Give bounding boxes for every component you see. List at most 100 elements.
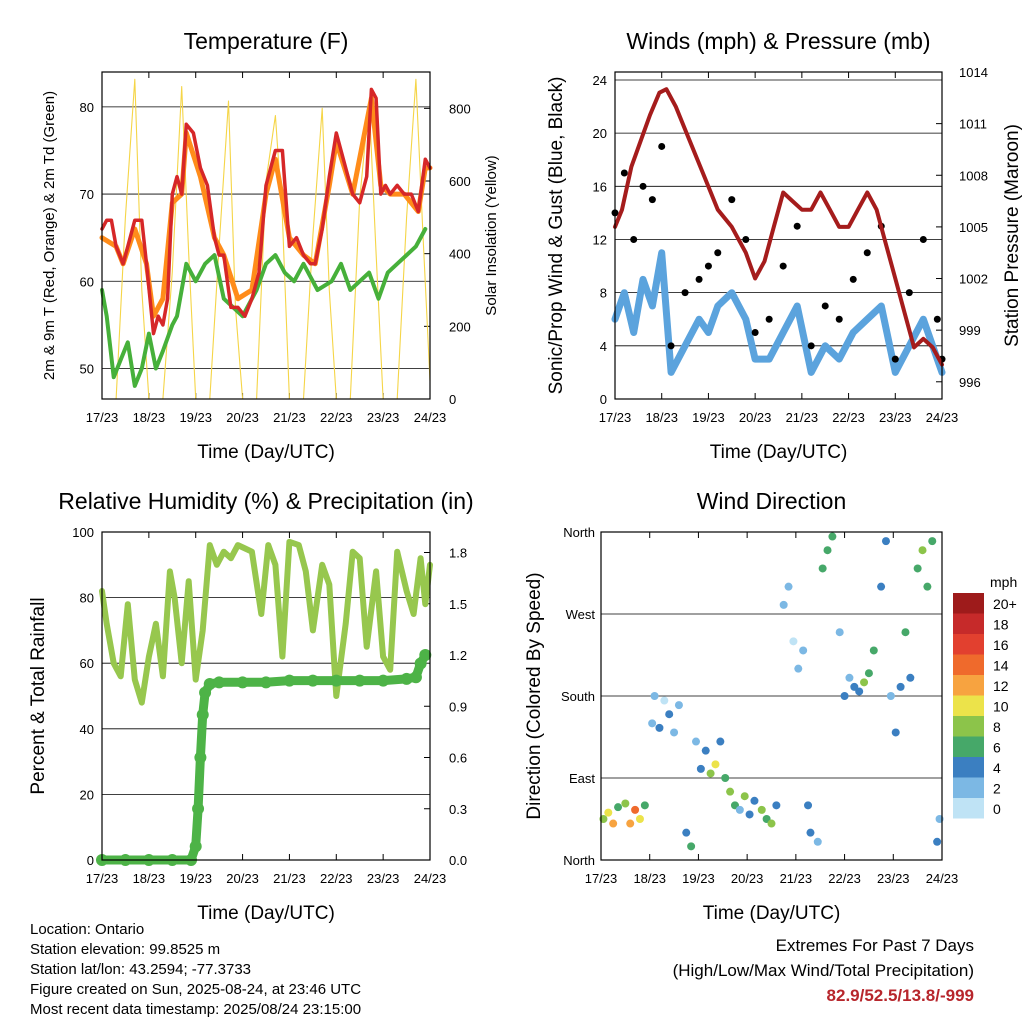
temp-xtick-label: 17/23 (86, 410, 119, 425)
wind-ytick-label: 24 (593, 73, 607, 88)
gust-point (667, 342, 675, 350)
dir-title: Wind Direction (697, 488, 847, 514)
direction-point (813, 837, 822, 846)
speed-legend-label: 8 (993, 719, 1001, 735)
direction-point (772, 801, 781, 810)
speed-legend-swatch (953, 716, 984, 737)
temp-ytick-label: 80 (80, 100, 94, 115)
wind-speed-line (611, 249, 946, 376)
dir-ytick-label: East (569, 771, 595, 786)
temp-ytick-right-label: 800 (449, 101, 471, 116)
direction-point (923, 582, 932, 591)
temp-ytick-right-label: 200 (449, 319, 471, 334)
speed-legend-swatch (953, 777, 984, 798)
temp-xtick-label: 21/23 (273, 410, 306, 425)
direction-point (696, 764, 705, 773)
station-location: Location: Ontario (30, 921, 145, 938)
wind-ytick-right-label: 1005 (959, 220, 988, 235)
direction-point (735, 805, 744, 814)
gust-point (835, 315, 843, 323)
direction-point (621, 799, 630, 808)
speed-legend-label: 10 (993, 699, 1009, 715)
speed-legend-label: 6 (993, 740, 1001, 756)
rh-ytick-right-label: 0.6 (449, 751, 467, 766)
rainfall-point (283, 674, 296, 687)
direction-point (928, 537, 937, 546)
gust-point (891, 355, 899, 363)
speed-legend-swatch (953, 654, 984, 675)
rh-xtick-label: 19/23 (179, 871, 212, 886)
rainfall-point (236, 676, 249, 689)
direction-point (906, 673, 915, 682)
dir-xtick-label: 22/23 (828, 871, 861, 886)
wind-ytick-label: 20 (593, 126, 607, 141)
gust-point (919, 235, 927, 243)
dir-xtick-label: 17/23 (585, 871, 618, 886)
speed-legend-label: 2 (993, 781, 1001, 797)
rh-ytick-label: 80 (80, 591, 94, 606)
wind-ytick-label: 8 (600, 286, 607, 301)
direction-point (640, 801, 649, 810)
direction-point (604, 808, 613, 817)
direction-point (635, 815, 644, 823)
wind-ylabel: Sonic/Prop Wind & Gust (Blue, Black) (546, 77, 567, 395)
gust-point (905, 289, 913, 297)
speed-legend-label: 20+ (993, 596, 1017, 612)
direction-point (750, 796, 759, 805)
rh-ytick-right-label: 0.3 (449, 802, 467, 817)
extremes-title: Extremes For Past 7 Days (775, 936, 974, 955)
rh-ytick-label: 100 (72, 525, 94, 540)
direction-point (933, 837, 942, 846)
wind-xtick-label: 24/23 (926, 410, 959, 425)
speed-legend-swatch (953, 593, 984, 614)
wind-title: Winds (mph) & Pressure (mb) (626, 28, 930, 54)
gust-point (807, 342, 815, 350)
direction-point (687, 842, 696, 851)
rh-xtick-label: 17/23 (86, 871, 119, 886)
direction-point (682, 828, 691, 837)
rh-xtick-label: 24/23 (414, 871, 447, 886)
speed-legend-swatch (953, 695, 984, 716)
rainfall-point (377, 674, 390, 687)
direction-point (784, 582, 793, 591)
temp-ytick-right-label: 400 (449, 247, 471, 262)
direction-point (701, 746, 710, 755)
station-elevation: Station elevation: 99.8525 m (30, 941, 221, 958)
direction-point (918, 546, 927, 555)
direction-point (626, 819, 635, 828)
direction-point (726, 787, 735, 796)
direction-point (806, 828, 815, 837)
direction-point (789, 637, 798, 646)
wind-ytick-right-label: 999 (959, 323, 981, 338)
direction-point (835, 628, 844, 637)
rh-ylabel: Percent & Total Rainfall (28, 597, 49, 794)
pressure-line (613, 87, 944, 367)
direction-point (886, 692, 895, 700)
dir-xtick-label: 23/23 (877, 871, 910, 886)
rainfall-point (260, 676, 272, 689)
speed-legend-swatch (953, 736, 984, 757)
wind-ytick-right-label: 1008 (959, 168, 988, 183)
recent-timestamp: Most recent data timestamp: 2025/08/24 2… (30, 1001, 362, 1018)
rainfall-point (419, 649, 432, 661)
direction-point (757, 805, 766, 814)
speed-legend-swatch (953, 634, 984, 655)
direction-point (665, 710, 674, 719)
rainfall-point (196, 708, 209, 721)
direction-point (711, 760, 720, 769)
direction-point (674, 701, 683, 710)
dir-ytick-label: South (561, 689, 595, 704)
rainfall-point (194, 751, 207, 764)
wind-ytick-right-label: 1002 (959, 272, 988, 287)
speed-legend-title: mph (990, 574, 1017, 590)
dir-xtick-label: 24/23 (926, 871, 959, 886)
gust-point (704, 262, 712, 270)
rainfall-point (306, 674, 319, 687)
direction-point (864, 669, 873, 678)
direction-point (648, 719, 657, 728)
gust-point (728, 196, 736, 204)
wind-ytick-label: 0 (600, 392, 607, 407)
rh-ytick-right-label: 0.9 (449, 699, 467, 714)
station-latlon: Station lat/lon: 43.2594; -77.3733 (30, 961, 252, 978)
rh-xtick-label: 20/23 (226, 871, 259, 886)
